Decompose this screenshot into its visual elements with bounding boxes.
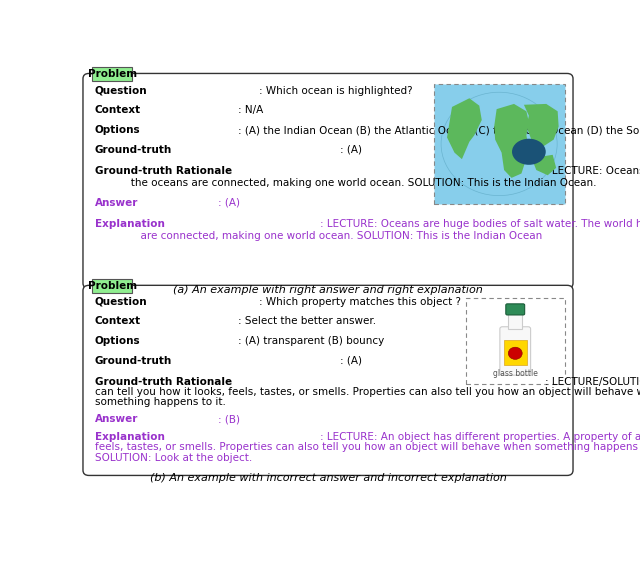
Text: Ground-truth Rationale: Ground-truth Rationale: [95, 166, 232, 176]
Text: SOLUTION: Look at the object.: SOLUTION: Look at the object.: [95, 453, 252, 463]
Text: Ground-truth: Ground-truth: [95, 145, 172, 155]
Text: : (A): : (A): [340, 355, 362, 366]
Text: can tell you how it looks, feels, tastes, or smells. Properties can also tell yo: can tell you how it looks, feels, tastes…: [95, 387, 640, 397]
Text: : (A) the Indian Ocean (B) the Atlantic Ocean (C) the Pacific Ocean (D) the Sout: : (A) the Indian Ocean (B) the Atlantic …: [238, 125, 640, 135]
Text: : LECTURE: Oceans are huge bodies of salt water. The world has five oceans. All : : LECTURE: Oceans are huge bodies of sal…: [545, 166, 640, 176]
Text: : (A): : (A): [340, 145, 362, 155]
Text: Options: Options: [95, 336, 141, 346]
Text: Context: Context: [95, 106, 141, 115]
FancyBboxPatch shape: [92, 67, 132, 81]
FancyBboxPatch shape: [508, 313, 522, 329]
FancyBboxPatch shape: [506, 304, 525, 315]
Polygon shape: [447, 98, 482, 159]
Text: Problem: Problem: [88, 281, 137, 291]
Text: Answer: Answer: [95, 198, 138, 208]
Text: Problem: Problem: [88, 69, 137, 79]
Ellipse shape: [441, 92, 557, 195]
Text: Context: Context: [95, 316, 141, 327]
Text: Ground-truth Rationale: Ground-truth Rationale: [95, 376, 232, 386]
Ellipse shape: [512, 139, 546, 165]
Text: feels, tastes, or smells. Properties can also tell you how an object will behave: feels, tastes, or smells. Properties can…: [95, 442, 640, 452]
Text: Ground-truth: Ground-truth: [95, 355, 172, 366]
Text: : Which property matches this object ?: : Which property matches this object ?: [259, 297, 461, 307]
Text: : LECTURE/SOLUTION: An object has different properties. A property of an object: : LECTURE/SOLUTION: An object has differ…: [545, 376, 640, 386]
Text: : Which ocean is highlighted?: : Which ocean is highlighted?: [259, 86, 412, 96]
Text: : Select the better answer.: : Select the better answer.: [238, 316, 376, 327]
FancyBboxPatch shape: [92, 279, 132, 293]
Text: are connected, making one world ocean. SOLUTION: This is the Indian Ocean: are connected, making one world ocean. S…: [95, 231, 542, 241]
Text: : (B): : (B): [218, 414, 239, 424]
Text: : LECTURE: Oceans are huge bodies of salt water. The world has five oceans. All : : LECTURE: Oceans are huge bodies of sal…: [320, 219, 640, 229]
Text: : LECTURE: An object has different properties. A property of an object can tell : : LECTURE: An object has different prope…: [320, 432, 640, 442]
FancyBboxPatch shape: [466, 298, 564, 384]
Text: Explanation: Explanation: [95, 219, 164, 229]
FancyBboxPatch shape: [500, 327, 531, 375]
Text: (b) An example with incorrect answer and incorrect explanation: (b) An example with incorrect answer and…: [150, 472, 506, 483]
Circle shape: [508, 347, 522, 359]
Text: : (A): : (A): [218, 198, 239, 208]
Polygon shape: [533, 155, 556, 175]
Polygon shape: [494, 104, 529, 178]
Text: glass bottle: glass bottle: [493, 369, 538, 378]
Polygon shape: [524, 104, 559, 146]
Text: Answer: Answer: [95, 414, 138, 424]
FancyBboxPatch shape: [83, 73, 573, 288]
Text: : N/A: : N/A: [238, 106, 263, 115]
FancyBboxPatch shape: [83, 285, 573, 475]
Text: Question: Question: [95, 86, 147, 96]
Text: Question: Question: [95, 297, 147, 307]
FancyBboxPatch shape: [504, 340, 527, 364]
FancyBboxPatch shape: [434, 84, 564, 203]
Text: (a) An example with right answer and right explanation: (a) An example with right answer and rig…: [173, 285, 483, 295]
Text: the oceans are connected, making one world ocean. SOLUTION: This is the Indian O: the oceans are connected, making one wor…: [95, 178, 596, 188]
Text: something happens to it.: something happens to it.: [95, 397, 226, 407]
Text: : (A) transparent (B) bouncy: : (A) transparent (B) bouncy: [238, 336, 385, 346]
Text: Explanation: Explanation: [95, 432, 164, 442]
Text: Options: Options: [95, 125, 141, 135]
